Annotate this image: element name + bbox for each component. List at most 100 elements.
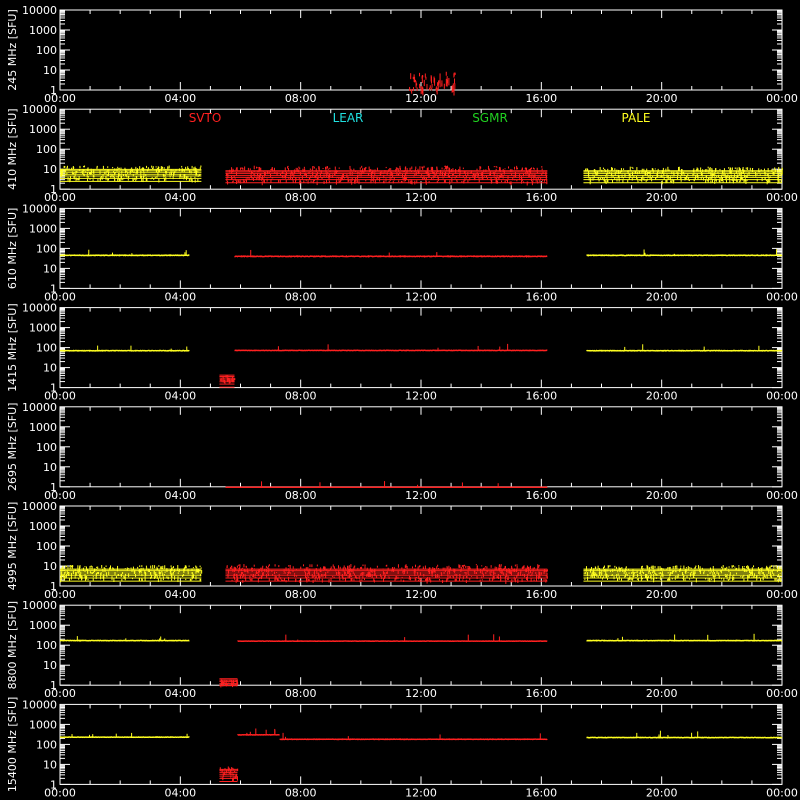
data-point — [723, 170, 725, 174]
data-point — [151, 177, 153, 179]
data-point — [238, 567, 240, 570]
data-point — [102, 575, 104, 579]
data-series-pale — [59, 249, 190, 257]
data-series-svto — [279, 732, 548, 741]
data-point — [778, 574, 780, 577]
data-point — [286, 166, 288, 169]
data-point — [436, 171, 438, 175]
data-point — [313, 575, 315, 578]
data-point — [285, 175, 287, 179]
data-point — [132, 177, 134, 181]
data-point — [769, 176, 771, 178]
data-point — [242, 567, 244, 569]
data-point — [676, 171, 678, 174]
data-series-svto — [234, 249, 548, 258]
data-point — [60, 575, 62, 580]
data-point — [89, 565, 91, 570]
panel-frame — [59, 604, 783, 686]
data-point — [729, 574, 731, 578]
data-point — [710, 172, 712, 176]
data-point — [525, 568, 527, 572]
data-point — [305, 178, 307, 182]
data-point — [716, 175, 718, 178]
x-tick-label: 08:00 — [285, 687, 317, 700]
data-point — [151, 165, 153, 168]
data-point — [430, 166, 432, 170]
data-point — [493, 172, 495, 177]
data-point — [82, 171, 84, 174]
data-point — [271, 167, 273, 171]
data-point — [452, 174, 454, 176]
data-point — [235, 167, 237, 170]
data-point — [353, 179, 355, 183]
data-point — [234, 777, 236, 779]
data-point — [538, 176, 540, 178]
data-point — [601, 577, 603, 580]
data-point — [77, 178, 79, 181]
data-series-pale — [60, 345, 190, 352]
data-point — [600, 177, 602, 180]
data-point — [502, 168, 504, 172]
data-point — [257, 571, 259, 575]
data-point — [145, 165, 147, 168]
data-point — [434, 78, 436, 86]
data-point — [153, 570, 155, 575]
data-point — [170, 172, 172, 176]
data-point — [607, 171, 609, 175]
data-point — [253, 178, 255, 181]
data-point — [293, 172, 295, 174]
data-point — [282, 170, 284, 175]
x-tick-label: 20:00 — [646, 92, 678, 105]
data-point — [393, 177, 395, 181]
data-point — [416, 180, 418, 184]
data-point — [63, 165, 65, 169]
data-point — [669, 566, 671, 569]
data-point — [136, 175, 138, 180]
data-point — [166, 170, 168, 174]
data-point — [520, 180, 522, 184]
data-point — [600, 175, 602, 177]
data-point — [411, 180, 413, 185]
data-point — [371, 570, 373, 573]
data-point — [722, 180, 724, 184]
data-point — [731, 178, 733, 182]
data-point — [714, 573, 716, 578]
data-point — [648, 571, 650, 575]
data-point — [288, 168, 290, 171]
data-point — [770, 573, 772, 577]
data-point — [733, 574, 735, 577]
data-point — [481, 576, 483, 579]
data-point — [171, 567, 173, 569]
data-point — [141, 565, 143, 567]
data-point — [282, 175, 284, 179]
data-point — [381, 575, 383, 580]
data-point — [85, 171, 87, 173]
data-point — [743, 179, 745, 183]
data-point — [705, 578, 707, 580]
data-point — [530, 565, 532, 570]
data-point — [752, 568, 754, 572]
data-point — [501, 173, 503, 177]
data-point — [117, 167, 119, 170]
data-point — [743, 578, 745, 582]
data-point — [333, 173, 335, 175]
data-point — [122, 571, 124, 575]
data-point — [499, 570, 501, 573]
data-point — [371, 178, 373, 182]
data-point — [325, 572, 327, 576]
data-point — [444, 165, 446, 167]
data-point — [438, 80, 440, 85]
data-point — [226, 769, 228, 774]
data-point — [499, 167, 501, 171]
data-point — [242, 575, 244, 579]
data-point — [315, 576, 317, 578]
data-point — [189, 169, 191, 174]
data-point — [303, 169, 305, 172]
data-point — [472, 174, 474, 178]
data-point — [184, 565, 186, 569]
data-point — [156, 169, 158, 173]
data-point — [309, 170, 311, 172]
data-point — [711, 578, 713, 581]
data-point — [625, 568, 627, 570]
data-point — [196, 569, 198, 572]
